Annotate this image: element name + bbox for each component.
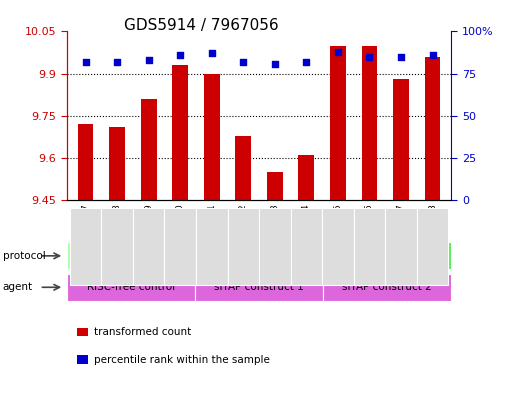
Bar bbox=[195, 242, 451, 269]
Bar bbox=[259, 208, 290, 285]
Bar bbox=[425, 57, 440, 200]
Point bbox=[239, 59, 247, 65]
Bar bbox=[362, 46, 378, 200]
Bar bbox=[330, 46, 346, 200]
Point bbox=[428, 52, 437, 58]
Bar bbox=[196, 208, 228, 285]
Bar bbox=[195, 274, 323, 301]
Bar bbox=[67, 274, 195, 301]
Bar bbox=[267, 172, 283, 200]
Bar bbox=[67, 242, 195, 269]
Text: percentile rank within the sample: percentile rank within the sample bbox=[94, 354, 270, 365]
Point bbox=[365, 53, 373, 60]
Bar bbox=[353, 208, 385, 285]
Text: siYAP construct 2: siYAP construct 2 bbox=[343, 282, 432, 292]
Bar bbox=[393, 79, 409, 200]
Text: RISC-free control: RISC-free control bbox=[87, 282, 175, 292]
Point bbox=[271, 61, 279, 67]
Text: siYAP construct 1: siYAP construct 1 bbox=[214, 282, 304, 292]
Text: transformed count: transformed count bbox=[94, 327, 192, 337]
Bar bbox=[141, 99, 156, 200]
Point bbox=[176, 52, 184, 58]
Text: YAP depletion: YAP depletion bbox=[285, 251, 361, 261]
Bar bbox=[133, 208, 165, 285]
Bar bbox=[323, 274, 451, 301]
Point bbox=[208, 50, 216, 57]
Text: control: control bbox=[111, 251, 150, 261]
Point bbox=[397, 53, 405, 60]
Bar bbox=[228, 208, 259, 285]
Text: GDS5914 / 7967056: GDS5914 / 7967056 bbox=[124, 18, 279, 33]
Bar bbox=[165, 208, 196, 285]
Point bbox=[82, 59, 90, 65]
Bar bbox=[299, 155, 314, 200]
Bar bbox=[78, 124, 93, 200]
Bar bbox=[290, 208, 322, 285]
Bar bbox=[109, 127, 125, 200]
Text: protocol: protocol bbox=[3, 251, 45, 261]
Bar bbox=[172, 65, 188, 200]
Bar bbox=[417, 208, 448, 285]
Point bbox=[113, 59, 121, 65]
Point bbox=[145, 57, 153, 63]
Bar bbox=[204, 73, 220, 200]
Bar bbox=[70, 208, 102, 285]
Text: agent: agent bbox=[3, 282, 33, 292]
Point bbox=[334, 49, 342, 55]
Point bbox=[302, 59, 310, 65]
Bar bbox=[322, 208, 353, 285]
Bar bbox=[102, 208, 133, 285]
Bar bbox=[385, 208, 417, 285]
Bar bbox=[235, 136, 251, 200]
